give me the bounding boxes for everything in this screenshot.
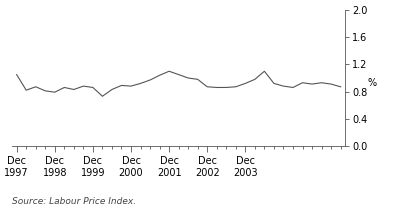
Text: Source: Labour Price Index.: Source: Labour Price Index. (12, 197, 136, 206)
Y-axis label: %: % (367, 78, 376, 88)
